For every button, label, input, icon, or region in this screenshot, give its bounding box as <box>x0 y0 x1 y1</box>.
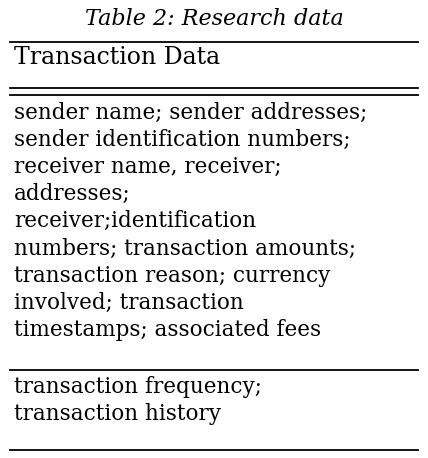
Text: Transaction Data: Transaction Data <box>14 46 220 69</box>
Text: sender name; sender addresses;
sender identification numbers;
receiver name, rec: sender name; sender addresses; sender id… <box>14 102 367 341</box>
Text: transaction frequency;
transaction history: transaction frequency; transaction histo… <box>14 376 262 425</box>
Text: Table 2: Research data: Table 2: Research data <box>85 8 343 30</box>
